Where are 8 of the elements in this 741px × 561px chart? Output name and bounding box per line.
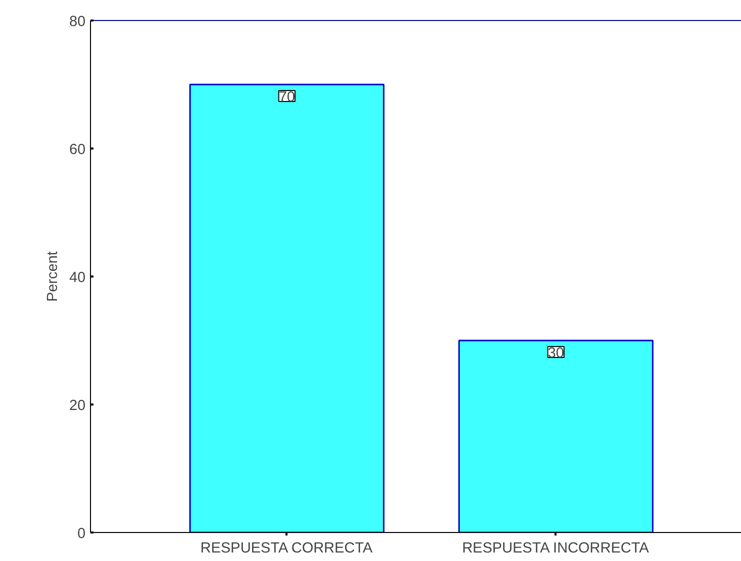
y-axis-title: Percent bbox=[45, 251, 62, 302]
y-tick-label: 80 bbox=[69, 14, 86, 30]
y-tick-label: 20 bbox=[69, 398, 86, 414]
x-tick-label: RESPUESTA INCORRECTA bbox=[462, 540, 650, 556]
x-tick-label: RESPUESTA CORRECTA bbox=[200, 540, 373, 556]
y-tick-label: 0 bbox=[77, 526, 86, 542]
y-tick-label: 40 bbox=[69, 270, 86, 286]
y-tick-label: 60 bbox=[69, 142, 86, 158]
